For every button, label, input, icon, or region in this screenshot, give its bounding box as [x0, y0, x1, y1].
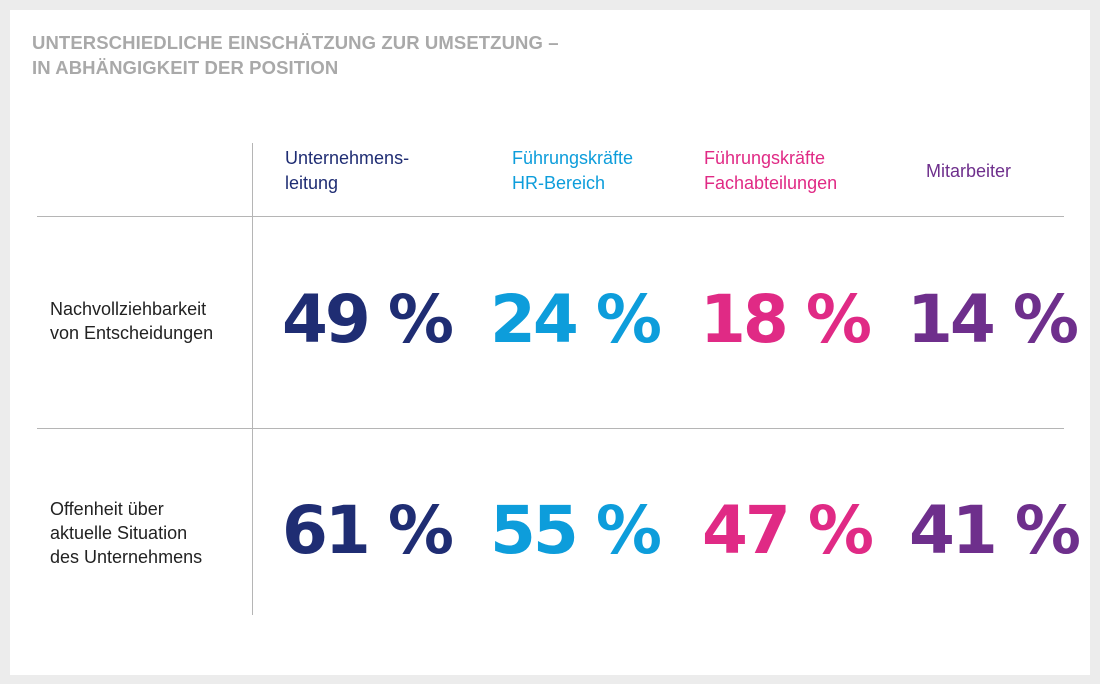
column-header-fachabteilungen: Führungskräfte Fachabteilungen	[704, 146, 837, 196]
column-header-line: Fachabteilungen	[704, 173, 838, 193]
row-label-offenheit: Offenheit über aktuelle Situation des Un…	[50, 497, 202, 569]
column-header-line: Führungskräfte	[704, 148, 826, 168]
value-nachvollziehbarkeit-unternehmensleitung: 49 %	[282, 281, 454, 358]
title-line-1: UNTERSCHIEDLICHE EINSCHÄTZUNG ZUR UMSETZ…	[32, 32, 559, 53]
infographic-card: UNTERSCHIEDLICHE EINSCHÄTZUNG ZUR UMSETZ…	[10, 10, 1090, 675]
column-header-unternehmensleitung: Unternehmens- leitung	[285, 146, 409, 196]
column-header-mitarbeiter: Mitarbeiter	[926, 159, 1011, 184]
value-nachvollziehbarkeit-mitarbeiter: 14 %	[907, 281, 1079, 358]
header-divider	[37, 216, 1064, 217]
row-divider	[37, 428, 1064, 429]
value-nachvollziehbarkeit-fachabteilungen: 18 %	[700, 281, 872, 358]
column-header-line: HR-Bereich	[512, 173, 606, 193]
value-offenheit-unternehmensleitung: 61 %	[282, 492, 454, 569]
value-offenheit-fachabteilungen: 47 %	[702, 492, 874, 569]
row-label-line: des Unternehmens	[50, 547, 203, 567]
column-header-line: Mitarbeiter	[926, 161, 1012, 181]
title-line-2: IN ABHÄNGIGKEIT DER POSITION	[32, 57, 339, 78]
row-label-line: von Entscheidungen	[50, 323, 214, 343]
row-label-line: Offenheit über	[50, 499, 164, 519]
row-label-line: Nachvollziehbarkeit	[50, 299, 207, 319]
column-header-hr-bereich: Führungskräfte HR-Bereich	[512, 146, 633, 196]
vertical-divider	[252, 143, 253, 615]
row-label-line: aktuelle Situation	[50, 523, 188, 543]
row-label-nachvollziehbarkeit: Nachvollziehbarkeit von Entscheidungen	[50, 297, 213, 345]
value-offenheit-hr: 55 %	[490, 492, 662, 569]
column-header-line: Unternehmens-	[285, 148, 410, 168]
value-nachvollziehbarkeit-hr: 24 %	[490, 281, 662, 358]
value-offenheit-mitarbeiter: 41 %	[909, 492, 1081, 569]
column-header-line: leitung	[285, 173, 339, 193]
infographic-title: UNTERSCHIEDLICHE EINSCHÄTZUNG ZUR UMSETZ…	[32, 30, 559, 80]
column-header-line: Führungskräfte	[512, 148, 634, 168]
